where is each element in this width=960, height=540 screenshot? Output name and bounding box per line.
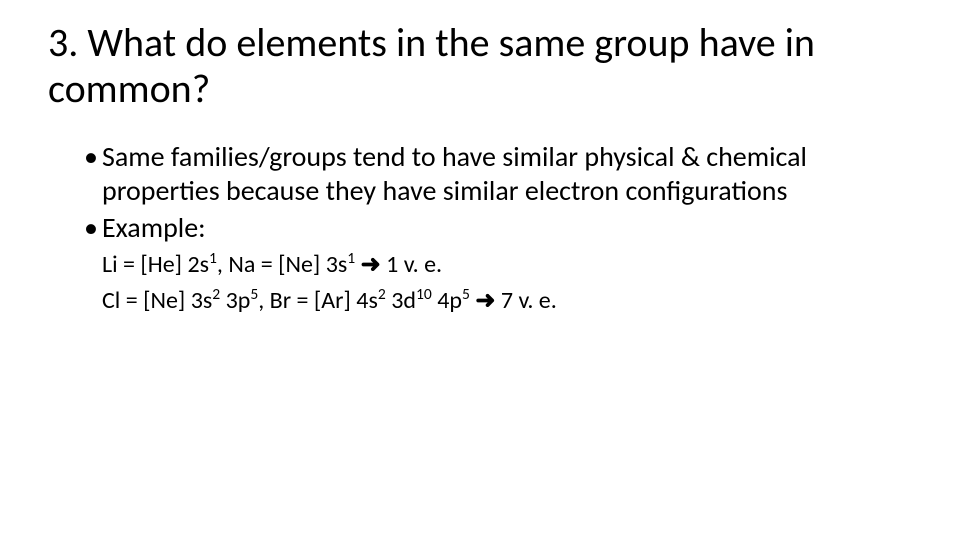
ex2-br-mid1: 3d (386, 286, 416, 315)
ex2-tail: 7 v. e. (495, 286, 556, 315)
ex2-br-sup3: 5 (462, 285, 470, 304)
ex1-tail: 1 v. e. (381, 250, 442, 279)
ex1-na-sup: 1 (347, 249, 355, 268)
ex2-br-sup2: 10 (416, 285, 432, 304)
bullet-1: Same families/groups tend to have simila… (84, 140, 912, 207)
ex2-br-sup1: 2 (378, 285, 386, 304)
bullet-2: Example: (84, 211, 912, 245)
ex1-li-sup: 1 (209, 249, 217, 268)
ex1-li: Li = [He] 2s (102, 250, 209, 279)
ex2-br-mid2: 4p (432, 286, 462, 315)
slide-body: Same families/groups tend to have simila… (48, 140, 912, 318)
slide-title: 3. What do elements in the same group ha… (48, 20, 912, 112)
ex2-br: , Br = [Ar] 4s (258, 286, 378, 315)
arrow-icon: ➜ (361, 249, 381, 281)
ex2-cl: Cl = [Ne] 3s (102, 286, 212, 315)
ex2-cl-sup1: 2 (212, 285, 220, 304)
slide: 3. What do elements in the same group ha… (0, 0, 960, 540)
example-line-1: Li = [He] 2s1, Na = [Ne] 3s1 ➜ 1 v. e. (102, 249, 912, 281)
arrow-icon: ➜ (475, 285, 495, 317)
example-line-2: Cl = [Ne] 3s2 3p5, Br = [Ar] 4s2 3d10 4p… (102, 285, 912, 317)
ex1-na: , Na = [Ne] 3s (217, 250, 347, 279)
ex2-cl-mid: 3p (220, 286, 250, 315)
